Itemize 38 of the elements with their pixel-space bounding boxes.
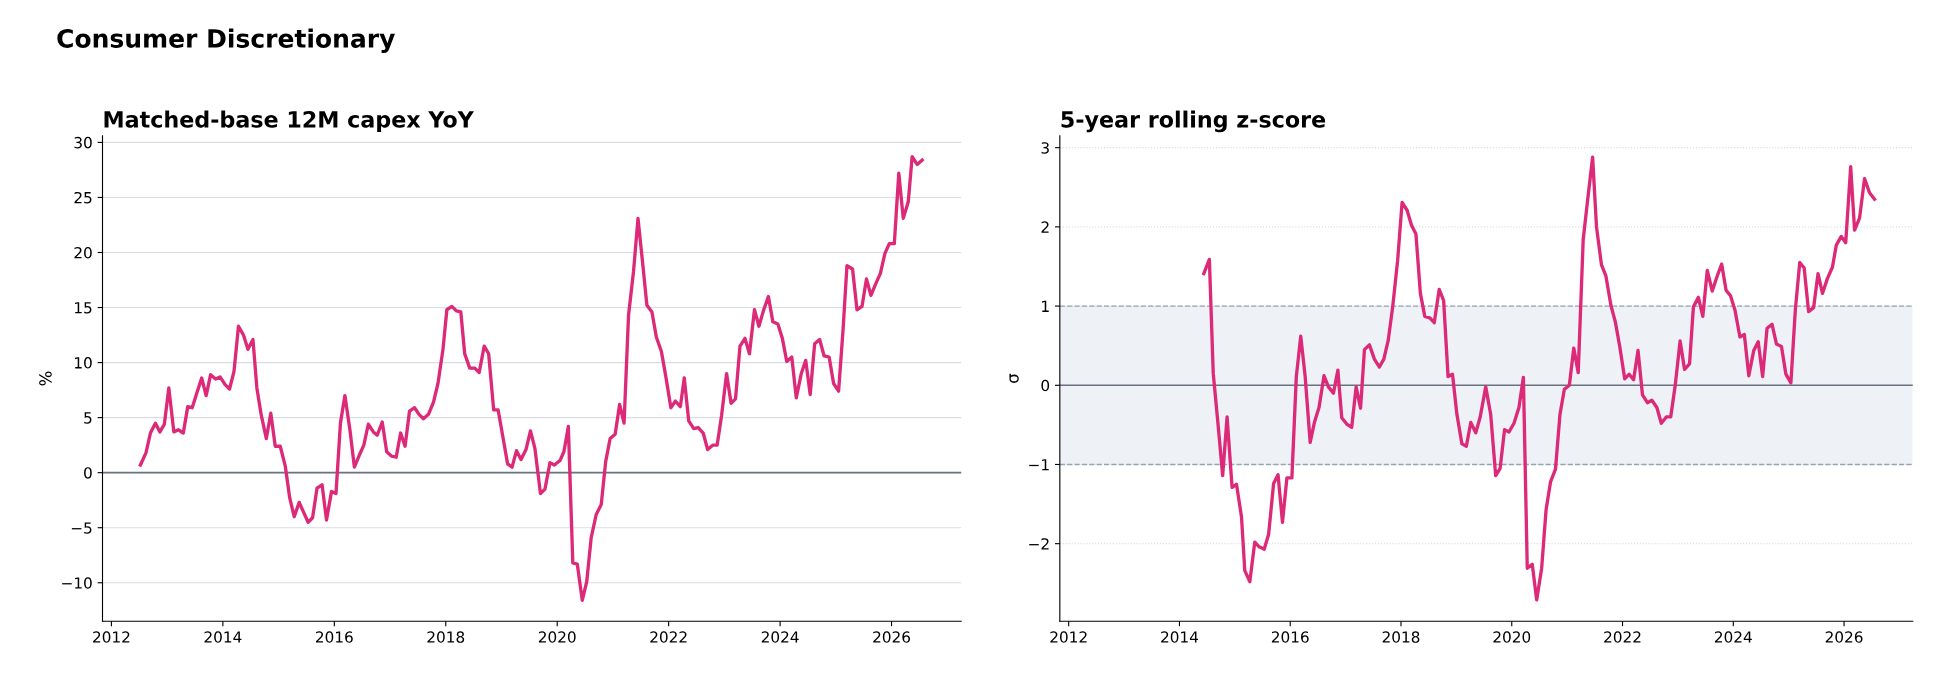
x-tick-label: 2012 xyxy=(93,631,130,643)
y-tick-label: 20 xyxy=(74,246,92,259)
chart-title: Matched-base 12M capex YoY xyxy=(104,110,474,133)
y-tick-label: 25 xyxy=(74,191,92,204)
y-tick-label: 0 xyxy=(1041,379,1050,392)
x-tick-label: 2016 xyxy=(1271,631,1309,643)
x-tick-label: 2026 xyxy=(873,631,911,643)
x-tick-label: 2018 xyxy=(427,631,465,643)
y-tick-label: 30 xyxy=(74,136,92,149)
text: Consumer Discretionary xyxy=(57,28,395,53)
y-tick-label: 10 xyxy=(75,357,92,369)
y-tick-label: −5 xyxy=(71,522,92,534)
y-tick-label: −1 xyxy=(1029,459,1049,471)
y-tick-label: 2 xyxy=(1041,221,1049,233)
y-axis-title: σ xyxy=(1009,373,1019,383)
y-tick-label: 5 xyxy=(84,412,92,424)
line-series xyxy=(138,155,924,603)
line-series xyxy=(1202,155,1877,602)
y-tick-label: 1 xyxy=(1042,300,1049,312)
x-tick-label: 2016 xyxy=(315,631,353,643)
y-tick-label: −2 xyxy=(1029,538,1049,550)
y-tick-label: −10 xyxy=(62,577,92,589)
x-tick-label: 2014 xyxy=(204,631,242,643)
x-tick-label: 2020 xyxy=(1493,631,1531,643)
x-tick-label: 2024 xyxy=(761,631,799,643)
chart-title: 5-year rolling z-score xyxy=(1061,110,1326,133)
x-tick-label: 2024 xyxy=(1714,631,1752,643)
x-tick-label: 2014 xyxy=(1161,631,1199,643)
y-axis-title: % xyxy=(39,371,52,386)
x-tick-label: 2020 xyxy=(538,631,576,643)
x-tick-label: 2022 xyxy=(1604,631,1641,643)
y-tick-label: 15 xyxy=(75,302,92,314)
y-tick-label: 3 xyxy=(1041,142,1049,154)
y-tick-label: 0 xyxy=(84,467,92,479)
x-tick-label: 2012 xyxy=(1050,631,1087,643)
x-tick-label: 2026 xyxy=(1825,631,1863,643)
x-tick-label: 2018 xyxy=(1382,631,1420,643)
x-tick-label: 2022 xyxy=(650,631,687,643)
